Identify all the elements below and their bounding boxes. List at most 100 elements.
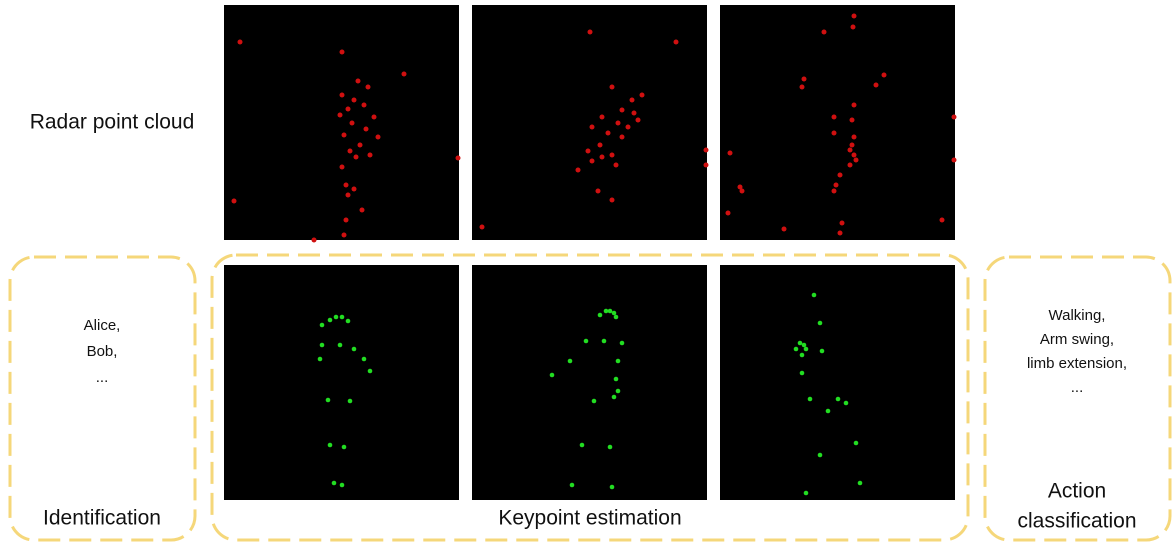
keypoint [793,346,799,352]
keypoint [799,352,805,358]
radar-point [849,142,855,148]
keypoint [567,358,573,364]
radar-point [703,162,709,168]
keypoint [799,370,805,376]
keypoint [317,356,323,362]
radar-point [237,39,243,45]
radar-point [371,114,377,120]
keypoint [835,396,841,402]
radar-point [351,97,357,103]
keypoint [613,376,619,382]
keypoint [609,484,615,490]
radar-point [479,224,485,230]
radar-point [599,114,605,120]
name: ... [96,369,109,386]
action-label: Action [1048,480,1106,503]
radar-point [847,147,853,153]
keypoint [613,314,619,320]
radar-point [939,217,945,223]
radar-point [831,114,837,120]
radar-point [605,130,611,136]
radar-point [359,207,365,213]
keypoint [803,346,809,352]
keypoint [597,312,603,318]
radar-point [851,152,857,158]
name: Bob, [87,343,118,360]
radar-point [619,134,625,140]
radar-point [455,155,461,161]
keypoint-panel [224,265,459,500]
keypoint [367,368,373,374]
action: Walking, [1049,307,1106,324]
identification-label: Identification [43,507,161,530]
radar-point [703,147,709,153]
keypoint [339,314,345,320]
radar-point [343,182,349,188]
radar-point [850,24,856,30]
radar-point [635,117,641,123]
radar-point [881,72,887,78]
radar-point [837,172,843,178]
radar-point [353,154,359,160]
radar-point [341,232,347,238]
radar-point [401,71,407,77]
radar-point [833,182,839,188]
keypoint [857,480,863,486]
identification-box [8,255,197,542]
radar-point [725,210,731,216]
radar-point [345,106,351,112]
keypoint-panel [472,265,707,500]
radar-point [589,158,595,164]
keypoint [339,482,345,488]
keypoint [807,396,813,402]
keypoint [351,346,357,352]
keypoint [615,358,621,364]
keypoint [603,308,609,314]
radar-point [339,92,345,98]
keypoint [347,398,353,404]
radar-point [673,39,679,45]
keypoint [327,442,333,448]
radar-point [613,162,619,168]
radar-point [231,198,237,204]
radar-point [367,152,373,158]
radar-point [837,230,843,236]
keypoint [817,452,823,458]
radar-point [625,124,631,130]
keypoint [803,490,809,496]
keypoint [319,342,325,348]
radar-point [355,78,361,84]
keypoint [549,372,555,378]
radar-point [365,84,371,90]
keypoint [611,310,617,316]
radar-point [609,84,615,90]
keypoint [327,317,333,323]
radar-point [343,217,349,223]
radar-point [585,148,591,154]
keypoint [615,388,621,394]
radar-point [311,237,317,243]
radar-point [951,157,957,163]
keypoint [331,480,337,486]
radar-point [739,188,745,194]
radar-panel [720,5,955,240]
radar-point [339,49,345,55]
keypoint [591,398,597,404]
radar-point [337,112,343,118]
radar-point [821,29,827,35]
radar-point [595,188,601,194]
radar-point [639,92,645,98]
radar-point [839,220,845,226]
radar-point [853,157,859,163]
keypoint [319,322,325,328]
keypoint [361,356,367,362]
keypoint-panel [720,265,955,500]
radar-point [339,164,345,170]
radar-point [631,110,637,116]
radar-point [349,120,355,126]
radar-point [951,114,957,120]
radar-point [799,84,805,90]
keypoint [337,342,343,348]
